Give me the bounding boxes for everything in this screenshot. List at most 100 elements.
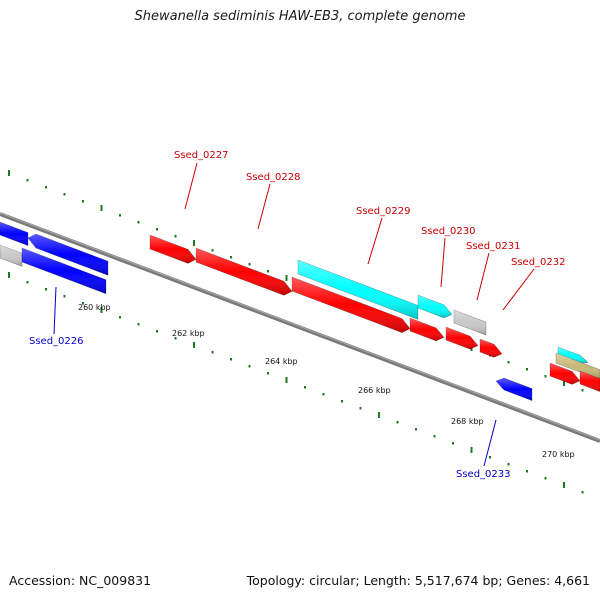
gene-label-ssed-0231: Ssed_0231 [466, 241, 521, 252]
minor-tick [452, 442, 454, 445]
gene-label-ssed-0229: Ssed_0229 [356, 206, 411, 217]
major-tick [100, 307, 103, 313]
genome-backbone [0, 212, 600, 443]
genome-backbone-highlight [0, 212, 600, 441]
minor-tick [119, 214, 121, 217]
gene-gray-left-shading [0, 245, 22, 267]
lower-tick-marks [8, 272, 584, 494]
gene-ssed-0229-shading [292, 277, 410, 333]
minor-tick [82, 200, 84, 203]
minor-tick [211, 351, 214, 354]
map-title: Shewanella sediminis HAW-EB3, complete g… [134, 9, 466, 24]
gene-label-ssed-0232: Ssed_0232 [511, 257, 566, 268]
gene-ssed-0226-upper-shading [0, 222, 28, 246]
minor-tick [174, 337, 177, 340]
minor-tick [211, 249, 214, 252]
callout-ssed-0233 [483, 419, 497, 467]
major-tick [8, 170, 10, 176]
minor-tick [581, 389, 584, 392]
gene-tan-right-shading [556, 353, 600, 380]
minor-tick [526, 470, 528, 473]
minor-tick [433, 435, 436, 438]
scale-label-266: 266 kbp [358, 386, 391, 395]
gene-ssed-0231-shading [446, 327, 478, 350]
callout-ssed-0227 [184, 162, 198, 210]
gene-ssed-0230-cyan-shading [418, 295, 452, 318]
gene-label-ssed-0226: Ssed_0226 [29, 336, 84, 347]
gene-callouts [53, 162, 535, 467]
minor-tick [137, 323, 140, 326]
gene-label-ssed-0228: Ssed_0228 [246, 172, 301, 183]
gene-label-ssed-0230: Ssed_0230 [421, 226, 476, 237]
gene-ssed-0229-cyan-shading [298, 260, 418, 320]
major-tick [193, 342, 195, 348]
minor-tick [267, 372, 269, 375]
minor-tick [156, 228, 158, 231]
gene-red-right-a-shading [550, 363, 580, 385]
scale-label-270: 270 kbp [542, 450, 575, 459]
minor-tick [230, 256, 232, 259]
gene-ssed-0226-shading [22, 248, 106, 294]
minor-tick [174, 235, 177, 238]
major-tick [8, 272, 10, 278]
major-tick [193, 240, 195, 246]
minor-tick [341, 400, 343, 403]
gene-label-ssed-0227: Ssed_0227 [174, 150, 229, 161]
callout-ssed-0228 [257, 183, 271, 230]
minor-tick [45, 288, 47, 291]
minor-tick [119, 316, 121, 319]
gene-ssed-0226-left-shading [28, 234, 108, 276]
gene-ssed-0231-gray-shading [454, 310, 486, 336]
minor-tick [26, 179, 29, 182]
minor-tick [507, 361, 510, 364]
genome-summary-text: Topology: circular; Length: 5,517,674 bp… [246, 573, 590, 588]
callout-ssed-0229 [367, 217, 383, 265]
major-tick [563, 380, 565, 386]
minor-tick [322, 393, 325, 396]
callout-ssed-0232 [502, 268, 535, 311]
minor-tick [415, 428, 417, 431]
gene-ssed-0232-shading [480, 339, 502, 358]
scale-label-268: 268 kbp [451, 417, 484, 426]
gene-labels: Ssed_0227 Ssed_0228 Ssed_0229 Ssed_0230 … [29, 150, 566, 480]
gene-features [0, 221, 600, 402]
minor-tick [248, 365, 251, 368]
minor-tick [63, 295, 66, 298]
scale-label-264: 264 kbp [265, 357, 298, 366]
minor-tick [26, 281, 29, 284]
minor-tick [137, 221, 140, 224]
minor-tick [82, 302, 84, 305]
gene-label-ssed-0233: Ssed_0233 [456, 469, 511, 480]
scale-labels: 260 kbp 262 kbp 264 kbp 266 kbp 268 kbp … [78, 303, 575, 459]
callout-ssed-0226 [53, 286, 57, 335]
minor-tick [248, 263, 251, 266]
major-tick [100, 205, 103, 211]
gene-red-right-b-shading [580, 371, 600, 392]
gene-ssed-0227-shading [150, 235, 196, 264]
callout-ssed-0230 [440, 237, 446, 288]
minor-tick [526, 368, 528, 371]
callout-ssed-0231 [476, 252, 490, 301]
major-tick [563, 482, 565, 488]
major-tick [285, 377, 288, 383]
minor-tick [304, 386, 306, 389]
minor-tick [63, 193, 66, 196]
minor-tick [396, 421, 399, 424]
minor-tick [359, 407, 362, 410]
major-tick [378, 412, 380, 418]
minor-tick [489, 456, 491, 459]
minor-tick [544, 375, 547, 378]
minor-tick [45, 186, 47, 189]
accession-text: Accession: NC_009831 [9, 573, 152, 588]
minor-tick [507, 463, 510, 466]
gene-cyan-right-shading [558, 347, 588, 364]
major-tick [285, 275, 288, 281]
scale-label-262: 262 kbp [172, 329, 205, 338]
minor-tick [230, 358, 232, 361]
major-tick [470, 447, 473, 453]
gene-ssed-0228-shading [196, 248, 292, 296]
minor-tick [156, 330, 158, 333]
minor-tick [267, 270, 269, 273]
